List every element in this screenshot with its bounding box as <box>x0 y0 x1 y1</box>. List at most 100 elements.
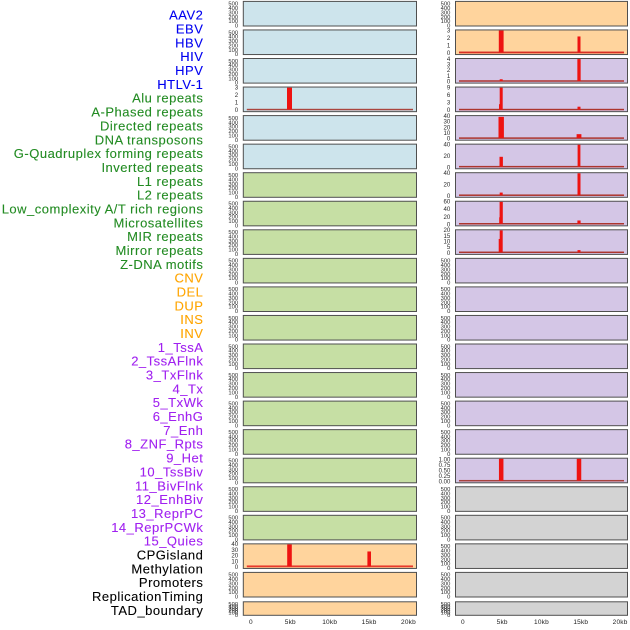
svg-text:200: 200 <box>228 215 238 221</box>
svg-text:200: 200 <box>228 272 238 278</box>
svg-text:10_TssBiv: 10_TssBiv <box>140 464 204 479</box>
svg-text:300: 300 <box>228 68 238 74</box>
svg-text:0: 0 <box>235 480 238 486</box>
svg-text:100: 100 <box>228 362 238 368</box>
svg-text:0: 0 <box>235 223 238 229</box>
svg-text:100: 100 <box>441 390 451 396</box>
svg-text:3: 3 <box>447 100 451 107</box>
svg-text:400: 400 <box>228 491 238 497</box>
svg-text:0: 0 <box>235 595 238 601</box>
svg-text:100: 100 <box>441 19 451 25</box>
svg-text:200: 200 <box>228 186 238 192</box>
svg-text:100: 100 <box>441 276 451 282</box>
svg-text:500: 500 <box>441 430 451 436</box>
svg-text:400: 400 <box>228 234 238 240</box>
svg-text:40: 40 <box>444 170 451 177</box>
svg-text:5: 5 <box>447 244 451 251</box>
svg-text:100: 100 <box>228 419 238 425</box>
svg-text:200: 200 <box>228 15 238 21</box>
svg-text:0: 0 <box>235 166 238 172</box>
svg-text:300: 300 <box>228 382 238 388</box>
svg-text:0: 0 <box>447 566 450 572</box>
svg-text:0: 0 <box>447 24 450 30</box>
svg-text:13_ReprPC: 13_ReprPC <box>131 506 203 521</box>
svg-text:300: 300 <box>441 606 451 612</box>
svg-text:0: 0 <box>235 252 238 258</box>
svg-text:2: 2 <box>235 92 239 99</box>
svg-text:500: 500 <box>228 373 238 379</box>
svg-text:12_EnhBiv: 12_EnhBiv <box>136 492 203 507</box>
svg-text:400: 400 <box>228 520 238 526</box>
svg-text:300: 300 <box>228 182 238 188</box>
svg-text:500: 500 <box>228 487 238 493</box>
svg-text:500: 500 <box>228 401 238 407</box>
svg-text:400: 400 <box>228 463 238 469</box>
svg-text:0: 0 <box>447 193 451 200</box>
svg-text:HIV: HIV <box>180 49 203 64</box>
svg-text:400: 400 <box>228 349 238 355</box>
svg-text:15: 15 <box>444 233 451 240</box>
svg-text:200: 200 <box>441 586 451 592</box>
svg-text:20kb: 20kb <box>401 619 416 626</box>
svg-text:8_ZNF_Rpts: 8_ZNF_Rpts <box>125 437 204 452</box>
svg-text:0.50: 0.50 <box>439 469 451 475</box>
svg-text:ReplicationTiming: ReplicationTiming <box>92 589 203 604</box>
svg-text:200: 200 <box>228 529 238 535</box>
svg-text:100: 100 <box>441 305 451 311</box>
svg-text:300: 300 <box>228 239 238 245</box>
svg-text:L1 repeats: L1 repeats <box>137 174 203 189</box>
svg-text:300: 300 <box>228 267 238 273</box>
svg-text:0: 0 <box>235 613 238 619</box>
svg-text:0: 0 <box>447 509 450 515</box>
svg-text:500: 500 <box>228 573 238 579</box>
svg-text:500: 500 <box>441 287 451 293</box>
svg-text:300: 300 <box>441 353 451 359</box>
svg-text:4_Tx: 4_Tx <box>172 381 203 396</box>
svg-text:300: 300 <box>441 10 451 16</box>
svg-text:300: 300 <box>228 353 238 359</box>
svg-text:100: 100 <box>441 611 451 617</box>
svg-text:0: 0 <box>447 613 450 619</box>
svg-text:Promoters: Promoters <box>139 575 203 590</box>
svg-text:400: 400 <box>228 206 238 212</box>
svg-text:0: 0 <box>249 619 253 626</box>
svg-text:300: 300 <box>228 296 238 302</box>
svg-text:0: 0 <box>235 538 238 544</box>
svg-text:20: 20 <box>444 153 451 160</box>
svg-text:100: 100 <box>228 305 238 311</box>
svg-text:INV: INV <box>180 326 203 341</box>
svg-text:100: 100 <box>228 390 238 396</box>
svg-text:11_BivFlnk: 11_BivFlnk <box>135 478 203 493</box>
svg-text:500: 500 <box>228 230 238 236</box>
svg-text:200: 200 <box>228 609 238 615</box>
svg-text:400: 400 <box>441 434 451 440</box>
svg-text:MIR repeats: MIR repeats <box>127 229 203 244</box>
svg-text:200: 200 <box>228 586 238 592</box>
svg-text:300: 300 <box>228 524 238 530</box>
svg-text:4: 4 <box>447 56 451 63</box>
svg-text:HTLV-1: HTLV-1 <box>157 77 203 92</box>
svg-text:20: 20 <box>444 124 451 131</box>
svg-text:300: 300 <box>228 10 238 16</box>
svg-text:500: 500 <box>441 401 451 407</box>
svg-text:200: 200 <box>228 500 238 506</box>
svg-text:100: 100 <box>228 505 238 511</box>
svg-text:5_TxWk: 5_TxWk <box>153 395 204 410</box>
svg-text:TAD_boundary: TAD_boundary <box>111 603 203 618</box>
svg-text:500: 500 <box>228 259 238 265</box>
svg-text:1: 1 <box>447 42 451 49</box>
svg-text:400: 400 <box>228 63 238 69</box>
svg-text:15kb: 15kb <box>573 619 588 626</box>
svg-text:400: 400 <box>228 35 238 41</box>
svg-text:500: 500 <box>228 430 238 436</box>
svg-text:0: 0 <box>447 452 450 458</box>
svg-text:200: 200 <box>228 129 238 135</box>
svg-text:500: 500 <box>441 516 451 522</box>
svg-text:HPV: HPV <box>175 63 203 78</box>
svg-text:400: 400 <box>228 292 238 298</box>
svg-text:0: 0 <box>447 281 450 287</box>
svg-text:500: 500 <box>228 287 238 293</box>
svg-text:400: 400 <box>441 604 451 610</box>
svg-text:100: 100 <box>228 76 238 82</box>
svg-text:0: 0 <box>235 309 238 315</box>
